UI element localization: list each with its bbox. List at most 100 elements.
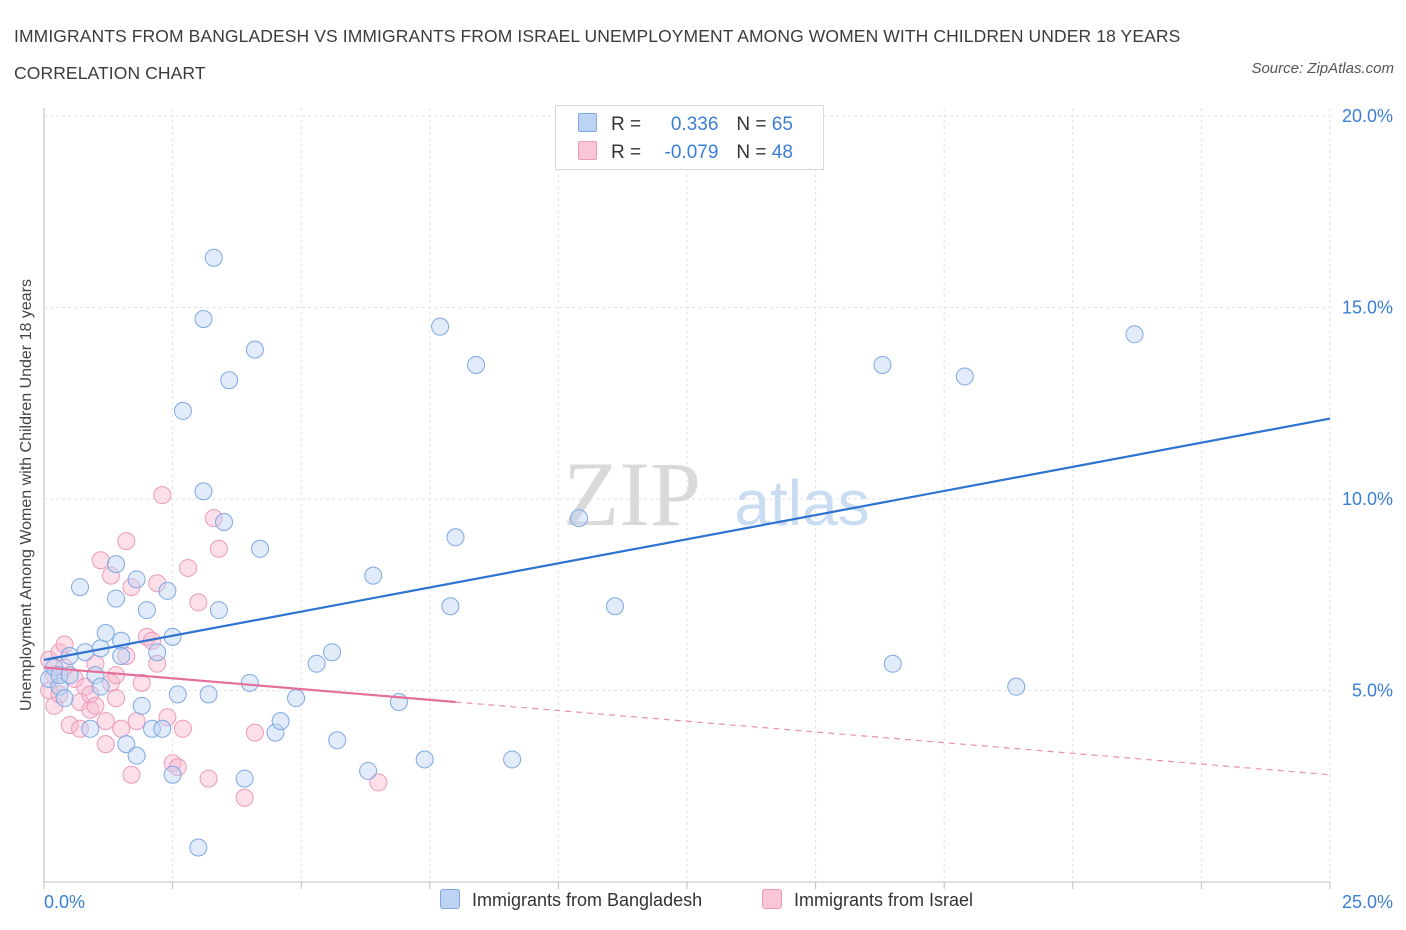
israel-point: [91, 551, 110, 570]
legend-r-label: R =: [611, 142, 642, 163]
israel-point: [96, 735, 115, 754]
legend-n-label: N =: [736, 142, 767, 163]
israel-point: [132, 673, 151, 692]
bangladesh-point: [245, 340, 264, 359]
legend-n-label: N =: [736, 114, 767, 135]
bangladesh-point: [209, 601, 228, 620]
bangladesh-point: [235, 769, 254, 788]
bangladesh-point: [431, 317, 450, 336]
tick-labels: 5.0% 10.0% 15.0% 20.0% 0.0% 25.0%: [44, 106, 1393, 912]
israel-point: [127, 712, 146, 731]
bangladesh-point: [91, 677, 110, 696]
legend-row-israel: R = -0.079 N = 48: [578, 141, 793, 165]
bangladesh-point: [1007, 677, 1026, 696]
israel-point: [122, 765, 141, 784]
israel-point: [369, 773, 388, 792]
bangladesh-point: [153, 719, 172, 738]
legend-swatch-israel: [578, 141, 597, 160]
bangladesh-point: [215, 512, 234, 531]
bangladesh-point: [81, 719, 100, 738]
bottom-legend-label-bangladesh: Immigrants from Bangladesh: [472, 890, 703, 910]
bangladesh-point: [55, 689, 74, 708]
bangladesh-point: [148, 643, 167, 662]
watermark: ZIP atlas: [563, 443, 870, 545]
bangladesh-point: [163, 765, 182, 784]
israel-trend-extension: [455, 701, 1331, 776]
bangladesh-point: [220, 371, 239, 390]
bangladesh-point: [287, 689, 306, 708]
bangladesh-point: [137, 601, 156, 620]
israel-point: [158, 708, 177, 727]
legend-row-bangladesh: R = 0.336 N = 65: [578, 113, 793, 137]
bottom-legend-swatch-bangladesh: [440, 889, 460, 909]
bangladesh-point: [605, 597, 624, 616]
israel-point: [107, 666, 126, 685]
israel-point: [209, 539, 228, 558]
axes: [43, 108, 1331, 889]
y-axis-label-wrap: Unemployment Among Women with Children U…: [14, 110, 40, 880]
israel-point: [245, 723, 264, 742]
israel-point: [204, 509, 223, 528]
israel-point: [173, 719, 192, 738]
bangladesh-point: [883, 654, 902, 673]
bangladesh-point: [359, 761, 378, 780]
israel-point: [112, 719, 131, 738]
bangladesh-point: [251, 539, 270, 558]
bangladesh-point: [569, 509, 588, 528]
bottom-legend-swatch-israel: [762, 889, 782, 909]
x-tick-label: 0.0%: [44, 892, 85, 912]
israel-points: [40, 486, 388, 807]
legend-swatch-bangladesh: [578, 113, 597, 132]
bangladesh-point: [271, 712, 290, 731]
bangladesh-point: [307, 654, 326, 673]
legend-n-value-israel: 48: [771, 142, 793, 163]
bangladesh-point: [168, 685, 187, 704]
bangladesh-point: [446, 528, 465, 547]
y-tick-label: 20.0%: [1342, 106, 1393, 126]
bangladesh-point: [71, 578, 90, 597]
bangladesh-point: [96, 624, 115, 643]
legend-r-value-israel: -0.079: [664, 142, 719, 163]
y-tick-label: 15.0%: [1342, 298, 1393, 318]
bangladesh-point: [194, 309, 213, 328]
bangladesh-point: [1125, 325, 1144, 344]
bangladesh-points: [40, 248, 1144, 857]
chart-title: IMMIGRANTS FROM BANGLADESH VS IMMIGRANTS…: [14, 26, 1181, 83]
bangladesh-point: [503, 750, 522, 769]
bottom-legend-israel: Immigrants from Israel: [762, 889, 973, 911]
x-tick-label: 25.0%: [1342, 892, 1393, 912]
israel-point: [189, 593, 208, 612]
y-axis-label: Unemployment Among Women with Children U…: [18, 279, 35, 711]
legend-r-value-bangladesh: 0.336: [670, 114, 719, 135]
israel-point: [199, 769, 218, 788]
bangladesh-point: [266, 723, 285, 742]
israel-point: [101, 566, 120, 585]
bangladesh-point: [40, 670, 59, 689]
bangladesh-point: [328, 731, 347, 750]
y-tick-label: 10.0%: [1342, 489, 1393, 509]
israel-point: [71, 719, 90, 738]
bangladesh-point: [143, 719, 162, 738]
israel-point: [235, 788, 254, 807]
israel-point: [55, 635, 74, 654]
legend-r-label: R =: [611, 114, 642, 135]
bangladesh-point: [199, 685, 218, 704]
israel-trend-line: [43, 666, 456, 704]
bangladesh-point: [873, 355, 892, 374]
bottom-legend-label-israel: Immigrants from Israel: [794, 890, 974, 910]
israel-point: [148, 574, 167, 593]
bangladesh-point: [467, 355, 486, 374]
israel-point: [107, 689, 126, 708]
israel-point: [153, 486, 172, 505]
bottom-legend-bangladesh: Immigrants from Bangladesh: [440, 889, 702, 911]
israel-point: [179, 558, 198, 577]
bangladesh-point: [189, 838, 208, 857]
israel-point: [81, 685, 100, 704]
israel-point: [96, 712, 115, 731]
bangladesh-point: [107, 589, 126, 608]
bangladesh-point: [127, 746, 146, 765]
bangladesh-point: [158, 581, 177, 600]
bangladesh-point: [955, 367, 974, 386]
bangladesh-trend-line: [43, 417, 1331, 661]
bangladesh-point: [323, 643, 342, 662]
